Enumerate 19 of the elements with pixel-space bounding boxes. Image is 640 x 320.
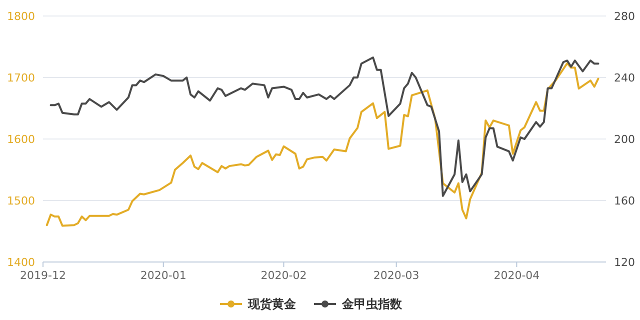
y2-tick-label: 240 [614, 72, 635, 84]
x-tick-label: 2020-04 [494, 269, 540, 282]
y2-tick-label: 160 [614, 194, 635, 208]
x-tick-label: 2020-01 [140, 269, 186, 282]
x-tick-label: 2020-02 [260, 269, 307, 282]
y-tick-label: 1400 [7, 256, 35, 269]
y2-tick-label: 280 [614, 10, 635, 23]
y-tick-label: 1500 [7, 194, 35, 208]
y2-tick-label: 120 [614, 256, 635, 269]
y-tick-label: 1800 [7, 10, 35, 23]
y2-tick-label: 200 [614, 133, 635, 146]
line-series [50, 56, 600, 197]
x-tick-label: 2019-12 [20, 269, 66, 282]
y-tick-label: 1600 [7, 133, 35, 146]
line-series [46, 62, 600, 227]
x-tick-label: 2020-03 [373, 269, 420, 282]
y-tick-label: 1700 [7, 72, 35, 84]
legend-label: 现货黄金 [247, 297, 297, 311]
legend-label: 金甲虫指数 [341, 297, 403, 311]
